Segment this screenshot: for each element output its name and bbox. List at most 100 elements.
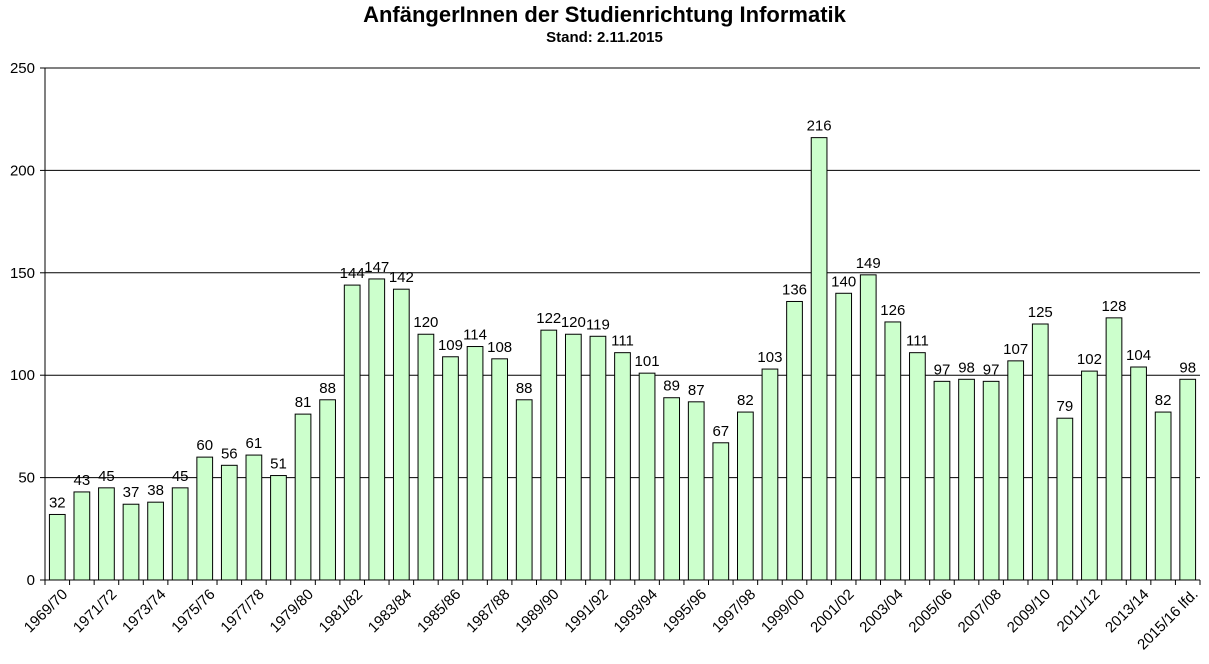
value-label: 89 bbox=[663, 378, 680, 395]
x-tick-label: 1969/70 bbox=[21, 586, 71, 636]
value-label: 108 bbox=[487, 339, 512, 356]
bar bbox=[368, 278, 386, 581]
bar bbox=[835, 292, 853, 581]
value-label: 60 bbox=[196, 437, 213, 454]
x-tick-label: 2007/08 bbox=[955, 586, 1005, 636]
x-tick-label: 1981/82 bbox=[316, 586, 366, 636]
value-label: 32 bbox=[49, 494, 66, 511]
bar bbox=[147, 501, 164, 581]
bar bbox=[540, 329, 558, 581]
x-tick-label: 1997/98 bbox=[709, 586, 759, 636]
value-label: 120 bbox=[413, 314, 438, 331]
bar bbox=[712, 442, 730, 581]
x-tick-label: 1999/00 bbox=[758, 586, 808, 636]
value-label: 111 bbox=[906, 333, 929, 350]
bar bbox=[392, 288, 410, 581]
value-label: 136 bbox=[782, 281, 807, 298]
bar bbox=[933, 380, 951, 581]
value-label: 82 bbox=[1155, 392, 1172, 409]
value-label: 45 bbox=[172, 468, 189, 485]
bar bbox=[884, 321, 902, 581]
x-tick-label: 1993/94 bbox=[611, 586, 661, 636]
value-label: 140 bbox=[831, 273, 856, 290]
bar bbox=[466, 346, 484, 581]
value-label: 109 bbox=[438, 337, 463, 354]
value-label: 98 bbox=[1179, 359, 1196, 376]
value-label: 97 bbox=[934, 361, 951, 378]
x-tick-label: 1975/76 bbox=[168, 586, 218, 636]
y-tick-label: 150 bbox=[10, 265, 35, 282]
value-label: 61 bbox=[246, 435, 263, 452]
value-label: 37 bbox=[123, 484, 140, 501]
value-label: 56 bbox=[221, 445, 238, 462]
bar bbox=[417, 333, 435, 581]
value-label: 107 bbox=[1003, 341, 1028, 358]
bar bbox=[638, 372, 656, 581]
value-label: 97 bbox=[983, 361, 1000, 378]
bar bbox=[958, 378, 975, 581]
value-label: 51 bbox=[270, 456, 287, 473]
bar bbox=[737, 411, 754, 581]
x-tick-label: 1987/88 bbox=[463, 586, 513, 636]
bar bbox=[196, 456, 214, 581]
x-tick-label: 1983/84 bbox=[365, 586, 415, 636]
bar bbox=[859, 274, 877, 581]
bar bbox=[1154, 411, 1172, 581]
bar bbox=[1130, 366, 1147, 581]
x-tick-label: 1989/90 bbox=[512, 586, 562, 636]
bar bbox=[220, 464, 238, 581]
value-label: 82 bbox=[737, 392, 754, 409]
value-label: 98 bbox=[958, 359, 975, 376]
x-tick-label: 2013/14 bbox=[1102, 586, 1152, 636]
value-label: 38 bbox=[147, 482, 164, 499]
bar bbox=[1056, 417, 1074, 581]
value-label: 87 bbox=[688, 382, 705, 399]
bar bbox=[98, 487, 115, 581]
value-label: 104 bbox=[1126, 347, 1151, 364]
value-label: 125 bbox=[1028, 304, 1053, 321]
x-tick-label: 1977/78 bbox=[217, 586, 267, 636]
bar bbox=[589, 335, 607, 581]
bar bbox=[294, 413, 312, 581]
bar bbox=[786, 300, 803, 581]
value-label: 81 bbox=[295, 394, 312, 411]
bar bbox=[761, 368, 779, 581]
bar bbox=[687, 401, 705, 581]
value-label: 142 bbox=[389, 269, 414, 286]
value-label: 45 bbox=[98, 468, 115, 485]
value-label: 67 bbox=[712, 423, 729, 440]
value-label: 103 bbox=[757, 349, 782, 366]
bar bbox=[48, 513, 66, 581]
x-tick-label: 2009/10 bbox=[1004, 586, 1054, 636]
bar bbox=[614, 352, 631, 581]
bar bbox=[564, 333, 582, 581]
value-label: 102 bbox=[1077, 351, 1102, 368]
y-tick-label: 0 bbox=[27, 572, 35, 589]
value-label: 43 bbox=[74, 472, 91, 489]
x-tick-label: 2005/06 bbox=[905, 586, 955, 636]
x-tick-label: 2001/02 bbox=[807, 586, 857, 636]
value-label: 147 bbox=[364, 259, 389, 276]
x-tick-label: 2011/12 bbox=[1054, 586, 1104, 636]
bar bbox=[982, 380, 1000, 581]
value-label: 101 bbox=[635, 353, 660, 370]
bar bbox=[663, 397, 681, 581]
y-tick-label: 200 bbox=[10, 162, 35, 179]
value-label: 88 bbox=[516, 380, 533, 397]
x-tick-label: 1985/86 bbox=[414, 586, 464, 636]
chart-title: AnfängerInnen der Studienrichtung Inform… bbox=[363, 2, 846, 27]
x-tick-label: 1991/92 bbox=[561, 586, 611, 636]
bar bbox=[1031, 323, 1049, 581]
bar bbox=[343, 284, 361, 581]
y-tick-label: 100 bbox=[10, 367, 35, 384]
x-tick-label: 1971/72 bbox=[70, 586, 120, 636]
x-tick-label: 1973/74 bbox=[119, 586, 169, 636]
value-label: 144 bbox=[340, 265, 365, 282]
value-label: 122 bbox=[536, 310, 561, 327]
bar bbox=[1179, 378, 1197, 581]
value-label: 149 bbox=[856, 255, 881, 272]
value-label: 111 bbox=[611, 333, 634, 350]
value-label: 128 bbox=[1101, 298, 1126, 315]
